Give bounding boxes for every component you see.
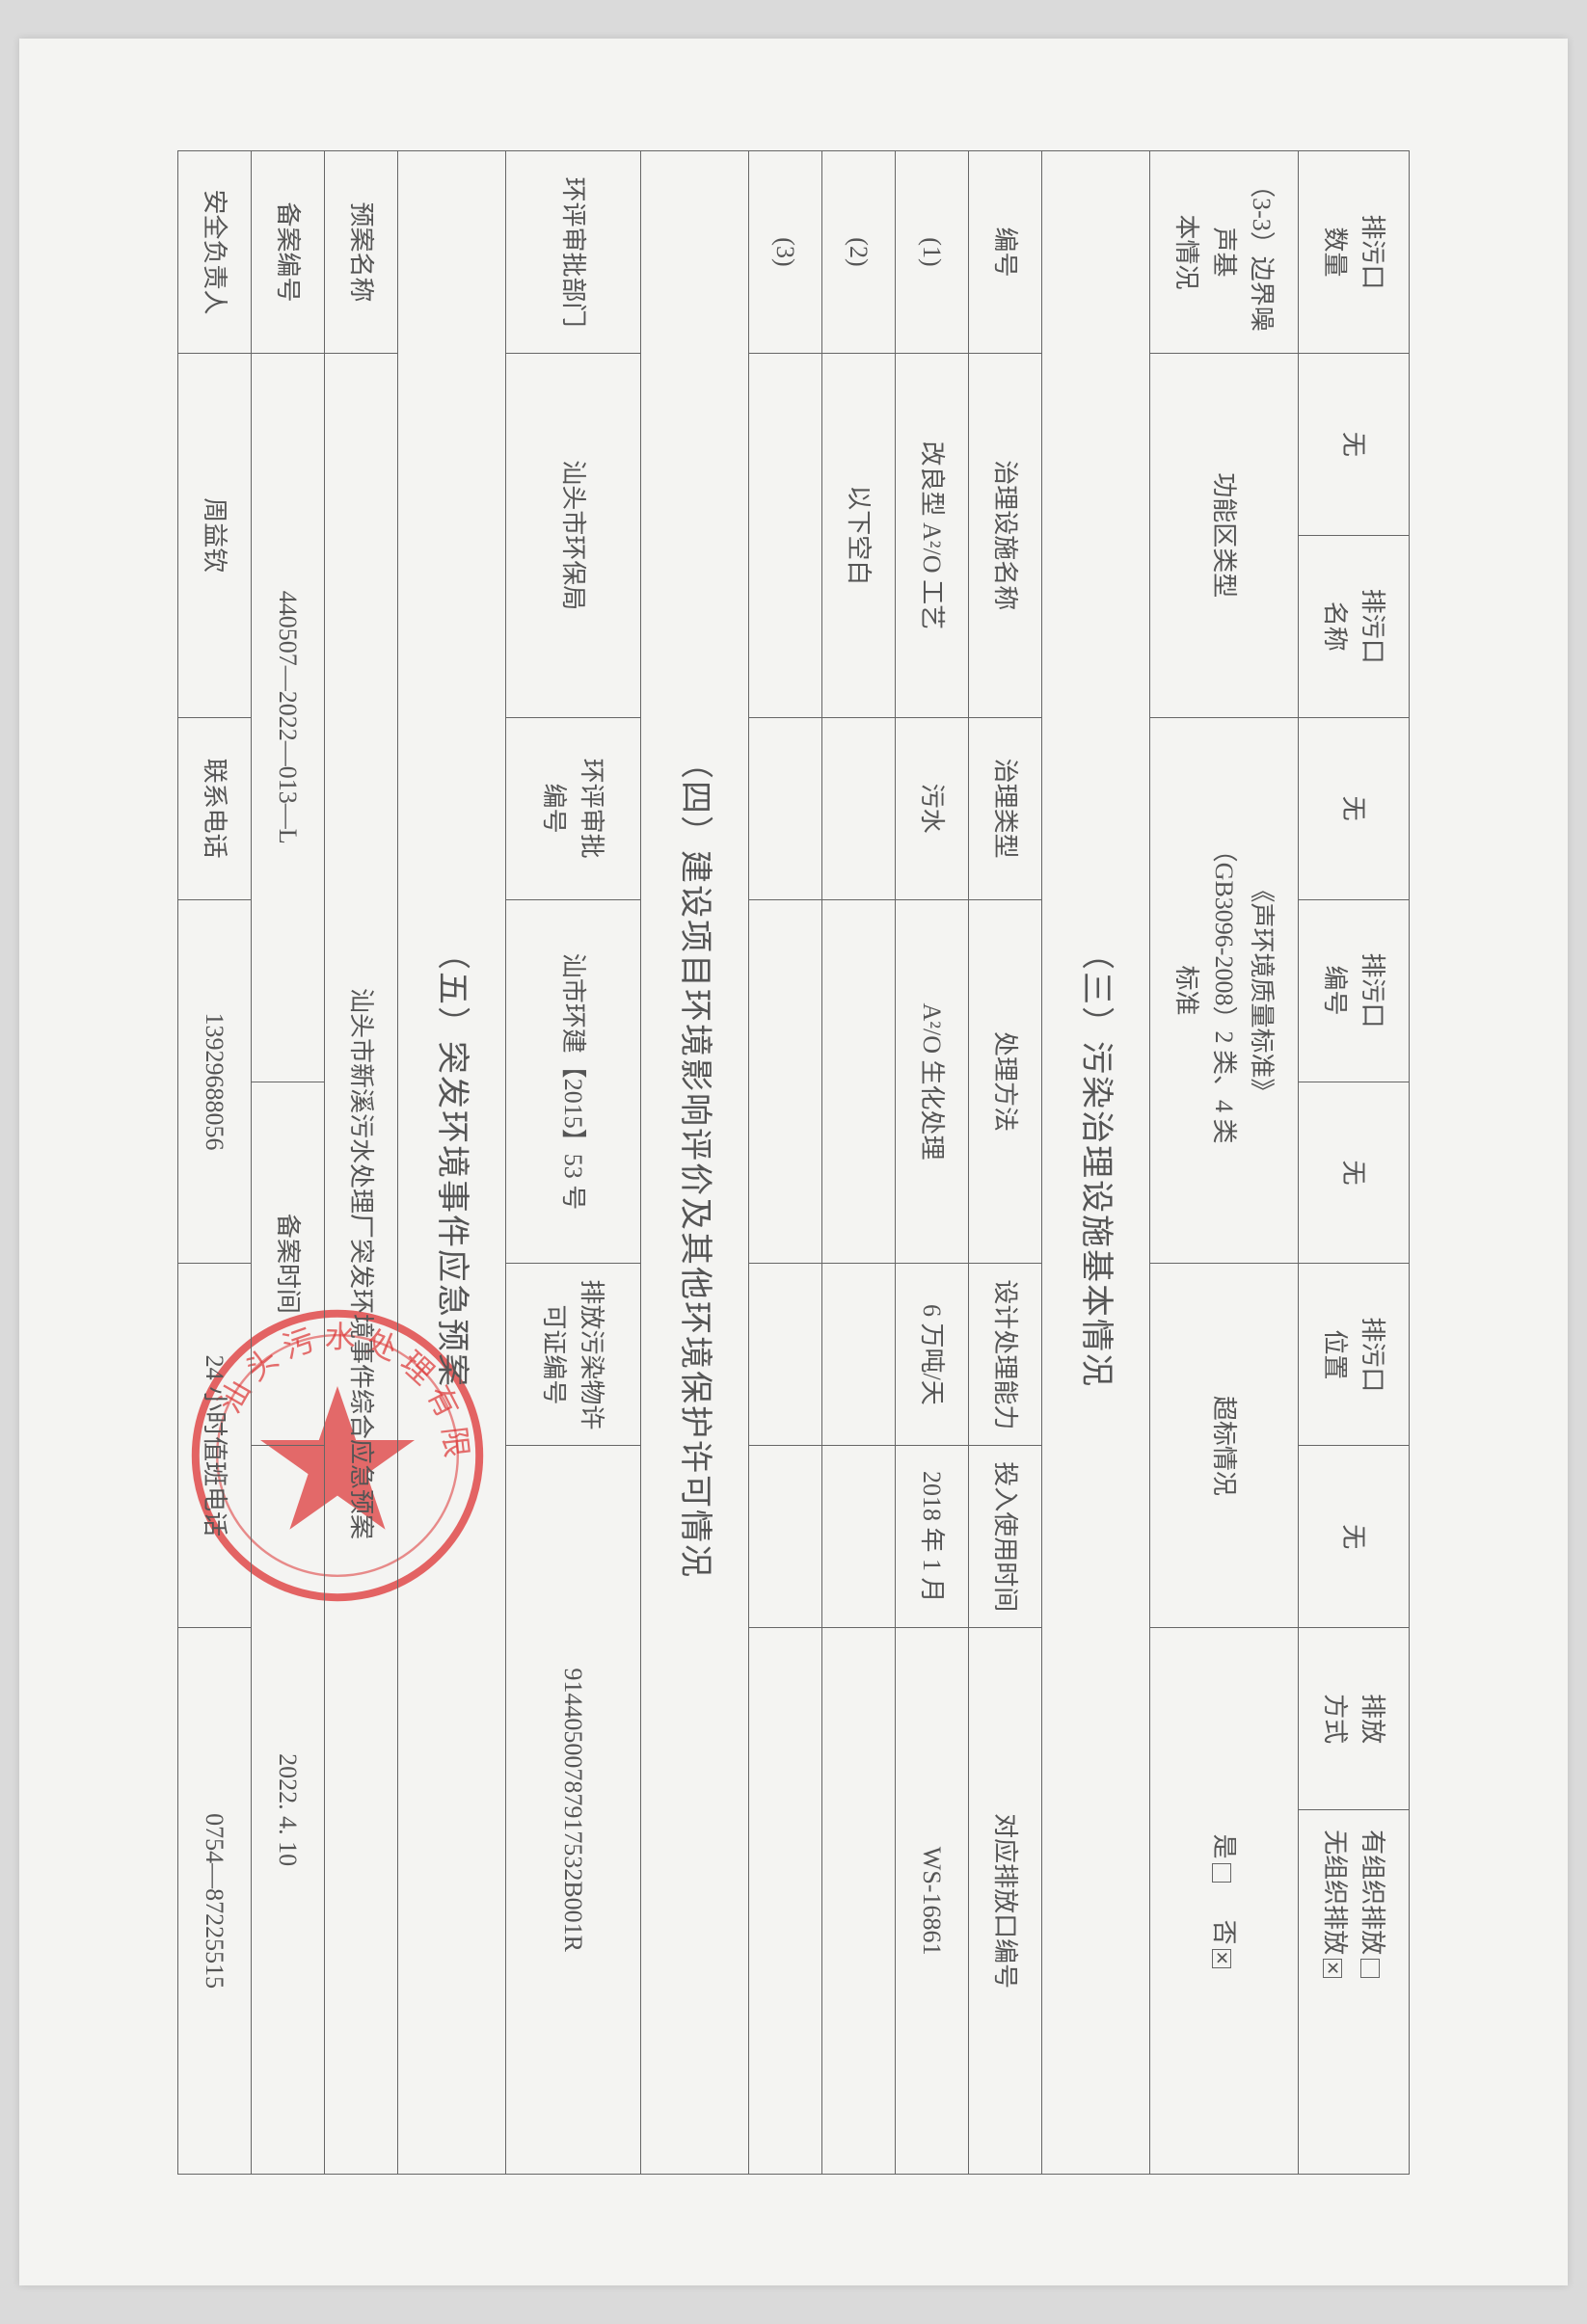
cell-port-loc: 无 [1299, 1445, 1410, 1627]
cell: 2018 年 1 月 [896, 1445, 969, 1627]
cell-eia-dept: 汕头市环保局 [506, 353, 641, 717]
label-no: 否 [1210, 1919, 1238, 1944]
table-header-row: 编号 治理设施名称 治理类型 处理方法 设计处理能力 投入使用时间 对应排放口编… [969, 150, 1042, 2174]
cell-exceed-value: 是 否 [1150, 1627, 1299, 2174]
cell-phone: 13929688056 [178, 899, 252, 1264]
checkbox-no [1212, 1948, 1231, 1967]
cell-record-no-label: 备案编号 [252, 150, 325, 353]
label-unorganized-emission: 无组织排放 [1321, 1830, 1349, 1955]
cell: (2) [822, 150, 896, 353]
cell-port-name-label: 排污口 名称 [1299, 535, 1410, 717]
cell [822, 1263, 896, 1445]
cell-record-time-label: 备案时间 [252, 1082, 325, 1446]
cell-phone-label: 联系电话 [178, 717, 252, 899]
table-row: (2) 以下空白 [822, 150, 896, 2174]
cell [822, 1445, 896, 1627]
table-row: 环评审批部门 汕头市环保局 环评审批 编号 汕市环建【2015】53 号 排放污… [506, 150, 641, 2174]
cell: 以下空白 [822, 353, 896, 717]
cell: 改良型 A²/O 工艺 [896, 353, 969, 717]
checkbox-unorganized [1323, 1959, 1342, 1978]
cell: 6 万吨/天 [896, 1263, 969, 1445]
header-cell: 编号 [969, 150, 1042, 353]
cell [749, 899, 822, 1264]
cell-emit-mode: 有组织排放 无组织排放 [1299, 1809, 1410, 2174]
cell-permit-no: 91440500787917532B001R [506, 1445, 641, 2174]
cell [749, 1627, 822, 2174]
scanned-page: 汕 头 污 水 处 理 有 限 公 司 排污口 数量 无 排污口 名称 无 [19, 39, 1568, 2285]
header-cell: 治理设施名称 [969, 353, 1042, 717]
table-row: (3) [749, 150, 822, 2174]
cell [749, 353, 822, 717]
cell-port-count: 无 [1299, 353, 1410, 535]
header-cell: 对应排放口编号 [969, 1627, 1042, 2174]
header-cell: 处理方法 [969, 899, 1042, 1264]
cell [822, 717, 896, 899]
cell-standard: 《声环境质量标准》 （GB3096-2008）2 类、4 类 标准 [1150, 717, 1299, 1264]
cell-boundary-noise-label: （3-3）边界噪声基 本情况 [1150, 150, 1299, 353]
section-title-row: （三）污染治理设施基本情况 [1042, 150, 1150, 2174]
cell [822, 1627, 896, 2174]
cell-eia-no: 汕市环建【2015】53 号 [506, 899, 641, 1264]
section-4-title: （四）建设项目环境影响评价及其他环境保护许可情况 [641, 150, 749, 2174]
header-cell: 投入使用时间 [969, 1445, 1042, 1627]
checkbox-yes [1212, 1862, 1231, 1882]
header-cell: 治理类型 [969, 717, 1042, 899]
cell-record-no: 440507—2022—013—L [252, 353, 325, 1082]
section-title-row: （五）突发环境事件应急预案 [398, 150, 506, 2174]
cell: (1) [896, 150, 969, 353]
cell-plan-name: 汕头市新溪污水处理厂突发环境事件综合应急预案 [325, 353, 398, 2174]
cell: (3) [749, 150, 822, 353]
table-row: 备案编号 440507—2022—013—L 备案时间 2022. 4. 10 [252, 150, 325, 2174]
cell: 污水 [896, 717, 969, 899]
section-5-title: （五）突发环境事件应急预案 [398, 150, 506, 2174]
table-row: 排污口 数量 无 排污口 名称 无 排污口 编号 无 排污口 位置 无 排放 方… [1299, 150, 1410, 2174]
section-title-row: （四）建设项目环境影响评价及其他环境保护许可情况 [641, 150, 749, 2174]
cell-zone-type-label: 功能区类型 [1150, 353, 1299, 717]
cell-duty-phone-label: 24 小时值班电话 [178, 1263, 252, 1627]
cell-eia-dept-label: 环评审批部门 [506, 150, 641, 353]
cell [749, 1445, 822, 1627]
section-3-title: （三）污染治理设施基本情况 [1042, 150, 1150, 2174]
cell [822, 899, 896, 1264]
cell-emit-mode-label: 排放 方式 [1299, 1627, 1410, 1809]
label-yes: 是 [1210, 1833, 1238, 1858]
cell-safety-person: 周益钦 [178, 353, 252, 717]
cell-eia-no-label: 环评审批 编号 [506, 717, 641, 899]
cell-duty-phone: 0754—87225515 [178, 1627, 252, 2174]
table-row: （3-3）边界噪声基 本情况 功能区类型 《声环境质量标准》 （GB3096-2… [1150, 150, 1299, 2174]
checkbox-organized [1360, 1959, 1380, 1978]
cell-port-name: 无 [1299, 717, 1410, 899]
cell-permit-no-label: 排放污染物许 可证编号 [506, 1263, 641, 1445]
cell [749, 717, 822, 899]
table-row: (1) 改良型 A²/O 工艺 污水 A²/O 生化处理 6 万吨/天 2018… [896, 150, 969, 2174]
cell-port-id-label: 排污口 编号 [1299, 899, 1410, 1082]
cell [749, 1263, 822, 1445]
cell: WS-16861 [896, 1627, 969, 2174]
cell-safety-person-label: 安全负责人 [178, 150, 252, 353]
cell-record-time: 2022. 4. 10 [252, 1445, 325, 2174]
cell-port-id: 无 [1299, 1082, 1410, 1264]
cell: A²/O 生化处理 [896, 899, 969, 1264]
document-content: 排污口 数量 无 排污口 名称 无 排污口 编号 无 排污口 位置 无 排放 方… [177, 150, 1410, 2175]
header-cell: 设计处理能力 [969, 1263, 1042, 1445]
table-row: 预案名称 汕头市新溪污水处理厂突发环境事件综合应急预案 [325, 150, 398, 2174]
table-row: 安全负责人 周益钦 联系电话 13929688056 24 小时值班电话 075… [178, 150, 252, 2174]
noise-discharge-table: 排污口 数量 无 排污口 名称 无 排污口 编号 无 排污口 位置 无 排放 方… [177, 150, 1410, 2175]
cell-plan-name-label: 预案名称 [325, 150, 398, 353]
cell-port-loc-label: 排污口 位置 [1299, 1263, 1410, 1445]
label-organized-emission: 有组织排放 [1358, 1830, 1386, 1955]
cell-port-count-label: 排污口 数量 [1299, 150, 1410, 353]
cell-exceed-label: 超标情况 [1150, 1263, 1299, 1627]
